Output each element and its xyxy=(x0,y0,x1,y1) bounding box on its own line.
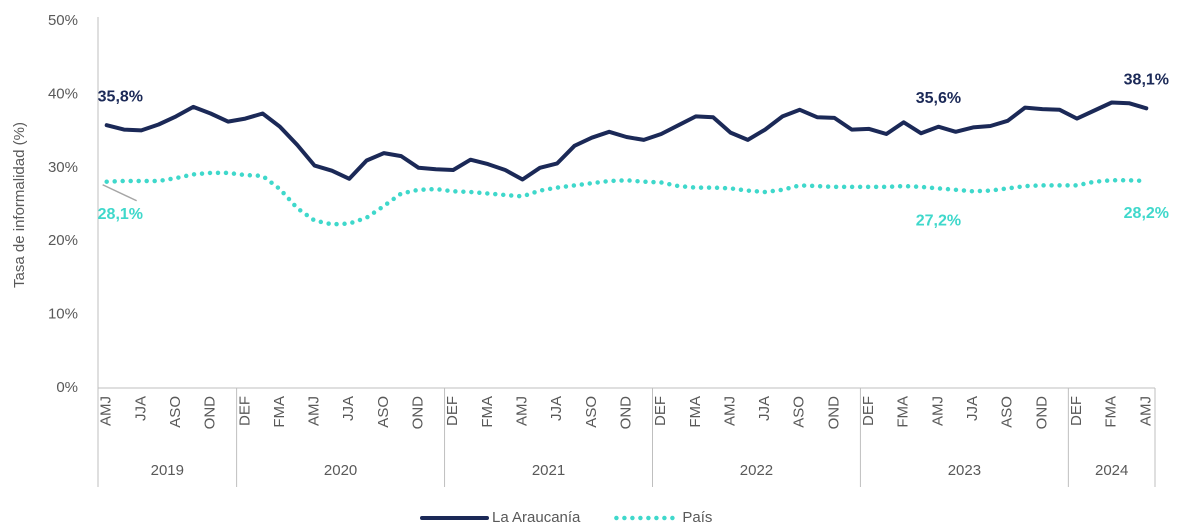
x-tick-label: OND xyxy=(617,396,634,430)
y-tick-label: 0% xyxy=(56,379,78,396)
data-label: 38,1% xyxy=(1124,72,1169,89)
x-tick-label: AMJ xyxy=(514,396,531,426)
data-label: 27,2% xyxy=(916,213,961,230)
x-tick-label: ASO xyxy=(167,396,184,428)
y-tick-label: 50% xyxy=(48,12,78,29)
x-tick-label: JJA xyxy=(964,396,981,421)
legend-label: La Araucanía xyxy=(492,509,581,526)
y-tick-label: 10% xyxy=(48,306,78,323)
x-tick-label: AMJ xyxy=(306,396,323,426)
x-tick-label: AMJ xyxy=(98,396,115,426)
x-tick-label: ASO xyxy=(791,396,808,428)
x-tick-label: DEF xyxy=(236,396,253,426)
x-tick-label: AMJ xyxy=(929,396,946,426)
x-tick-label: FMA xyxy=(895,396,912,428)
x-tick-label: ASO xyxy=(583,396,600,428)
x-tick-label: JJA xyxy=(340,396,357,421)
x-tick-label: ASO xyxy=(999,396,1016,428)
x-tick-label: FMA xyxy=(479,396,496,428)
y-axis-label: Tasa de informalidad (%) xyxy=(11,122,28,288)
x-tick-label: DEF xyxy=(860,396,877,426)
data-label: 35,8% xyxy=(98,88,143,105)
x-tick-label: AMJ xyxy=(721,396,738,426)
x-tick-label: FMA xyxy=(271,396,288,428)
year-label: 2020 xyxy=(324,462,357,479)
year-label: 2019 xyxy=(151,462,184,479)
x-tick-label: JJA xyxy=(548,396,565,421)
year-label: 2024 xyxy=(1095,462,1128,479)
year-label: 2021 xyxy=(532,462,565,479)
x-tick-label: AMJ xyxy=(1137,396,1154,426)
x-tick-label: JJA xyxy=(756,396,773,421)
x-tick-label: OND xyxy=(825,396,842,430)
data-label: 28,2% xyxy=(1124,205,1169,222)
y-tick-label: 30% xyxy=(48,159,78,176)
series-line xyxy=(104,100,1149,182)
y-tick-label: 40% xyxy=(48,85,78,102)
x-tick-label: DEF xyxy=(444,396,461,426)
x-tick-label: JJA xyxy=(132,396,149,421)
x-tick-label: OND xyxy=(410,396,427,430)
x-tick-label: FMA xyxy=(687,396,704,428)
data-label: 35,6% xyxy=(916,90,961,107)
series-line xyxy=(104,170,1149,227)
leader-line xyxy=(102,184,137,202)
x-tick-label: DEF xyxy=(1068,396,1085,426)
legend-label: País xyxy=(682,509,712,526)
x-tick-label: OND xyxy=(1033,396,1050,430)
x-tick-label: FMA xyxy=(1103,396,1120,428)
x-tick-label: OND xyxy=(202,396,219,430)
year-label: 2023 xyxy=(948,462,981,479)
x-tick-label: DEF xyxy=(652,396,669,426)
x-tick-label: ASO xyxy=(375,396,392,428)
year-label: 2022 xyxy=(740,462,773,479)
data-label: 28,1% xyxy=(98,206,143,223)
y-tick-label: 20% xyxy=(48,232,78,249)
